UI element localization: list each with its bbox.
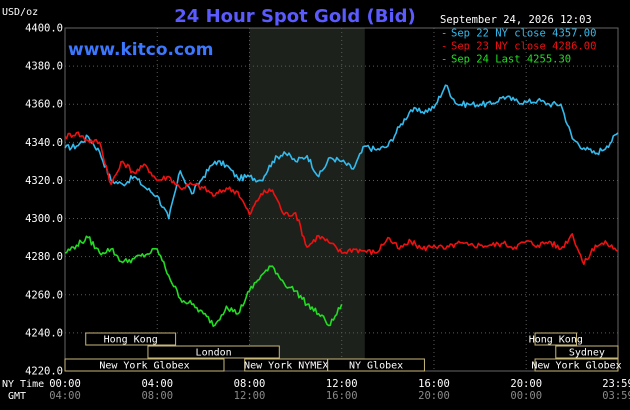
x-tick-label-ny: 08:00 xyxy=(234,378,266,390)
session-bar xyxy=(534,332,578,346)
series-line-2 xyxy=(64,131,619,266)
session-label: New York NYMEX xyxy=(244,361,328,372)
session-bar xyxy=(534,358,619,372)
y-tick-label: 4280.0 xyxy=(25,251,63,263)
x-tick-label-ny: 00:00 xyxy=(49,378,81,390)
session-label: New York Globex xyxy=(531,361,621,372)
session-label: Sydney xyxy=(569,348,605,359)
x-tick-label-ny: 04:00 xyxy=(141,378,173,390)
session-label: London xyxy=(196,348,232,359)
watermark: www.kitco.com xyxy=(68,40,213,60)
legend: Sep 22 NY close 4357.00 Sep 23 NY close … xyxy=(441,28,596,66)
legend-dash-sep23: - xyxy=(441,41,447,53)
x-axis-label-ny: NY Time xyxy=(2,379,44,390)
x-tick-label-gmt: 03:59 xyxy=(602,390,630,402)
legend-dash-sep24: - xyxy=(441,54,447,66)
x-tick-label-ny: 23:59 xyxy=(602,378,630,390)
legend-entry-sep24: Sep 24 Last 4255.30 xyxy=(451,54,571,66)
y-tick-label: 4400.0 xyxy=(25,23,63,35)
timestamp: September 24, 2026 12:03 xyxy=(440,14,592,26)
x-tick-label-gmt: 00:00 xyxy=(510,390,542,402)
series-line-1 xyxy=(64,84,619,220)
y-tick-label: 4220.0 xyxy=(25,366,63,378)
y-tick-label: 4240.0 xyxy=(25,327,63,339)
session-bar xyxy=(147,345,280,359)
session-bar xyxy=(327,358,425,372)
session-label: Hong Kong xyxy=(104,335,158,346)
x-tick-label-gmt: 12:00 xyxy=(234,390,266,402)
chart-title: 24 Hour Spot Gold (Bid) xyxy=(174,6,415,27)
x-tick-label-ny: 12:00 xyxy=(326,378,358,390)
legend-entry-sep23: Sep 23 NY close 4286.00 xyxy=(451,41,596,53)
chart-series xyxy=(64,84,619,328)
x-tick-label-ny: 20:00 xyxy=(510,378,542,390)
x-tick-label-gmt: 20:00 xyxy=(418,390,450,402)
y-tick-label: 4320.0 xyxy=(25,175,63,187)
y-tick-label: 4340.0 xyxy=(25,137,63,149)
series-line-3 xyxy=(64,235,343,328)
session-label: Hong Kong xyxy=(529,335,583,346)
legend-dash-sep22: - xyxy=(441,28,447,40)
unit-label: USD/oz xyxy=(2,7,38,18)
y-tick-label: 4260.0 xyxy=(25,289,63,301)
x-tick-label-ny: 16:00 xyxy=(418,378,450,390)
y-tick-label: 4300.0 xyxy=(25,213,63,225)
session-bar xyxy=(555,345,619,359)
shaded-session-band xyxy=(249,28,365,371)
nymex-session-shading xyxy=(249,28,365,371)
session-bar xyxy=(64,358,225,372)
session-bar xyxy=(85,332,177,346)
x-tick-label-gmt: 16:00 xyxy=(326,390,358,402)
x-axis-label-gmt: GMT xyxy=(8,391,26,402)
x-tick-label-gmt: 08:00 xyxy=(141,390,173,402)
legend-entry-sep22: Sep 22 NY close 4357.00 xyxy=(451,28,596,40)
y-tick-label: 4360.0 xyxy=(25,99,63,111)
x-tick-label-gmt: 04:00 xyxy=(49,390,81,402)
session-label: New York Globex xyxy=(99,361,189,372)
session-label: NY Globex xyxy=(349,361,403,372)
market-session-bars: Hong Kong London New York Globex New York N… xyxy=(64,332,622,372)
y-tick-label: 4380.0 xyxy=(25,61,63,73)
